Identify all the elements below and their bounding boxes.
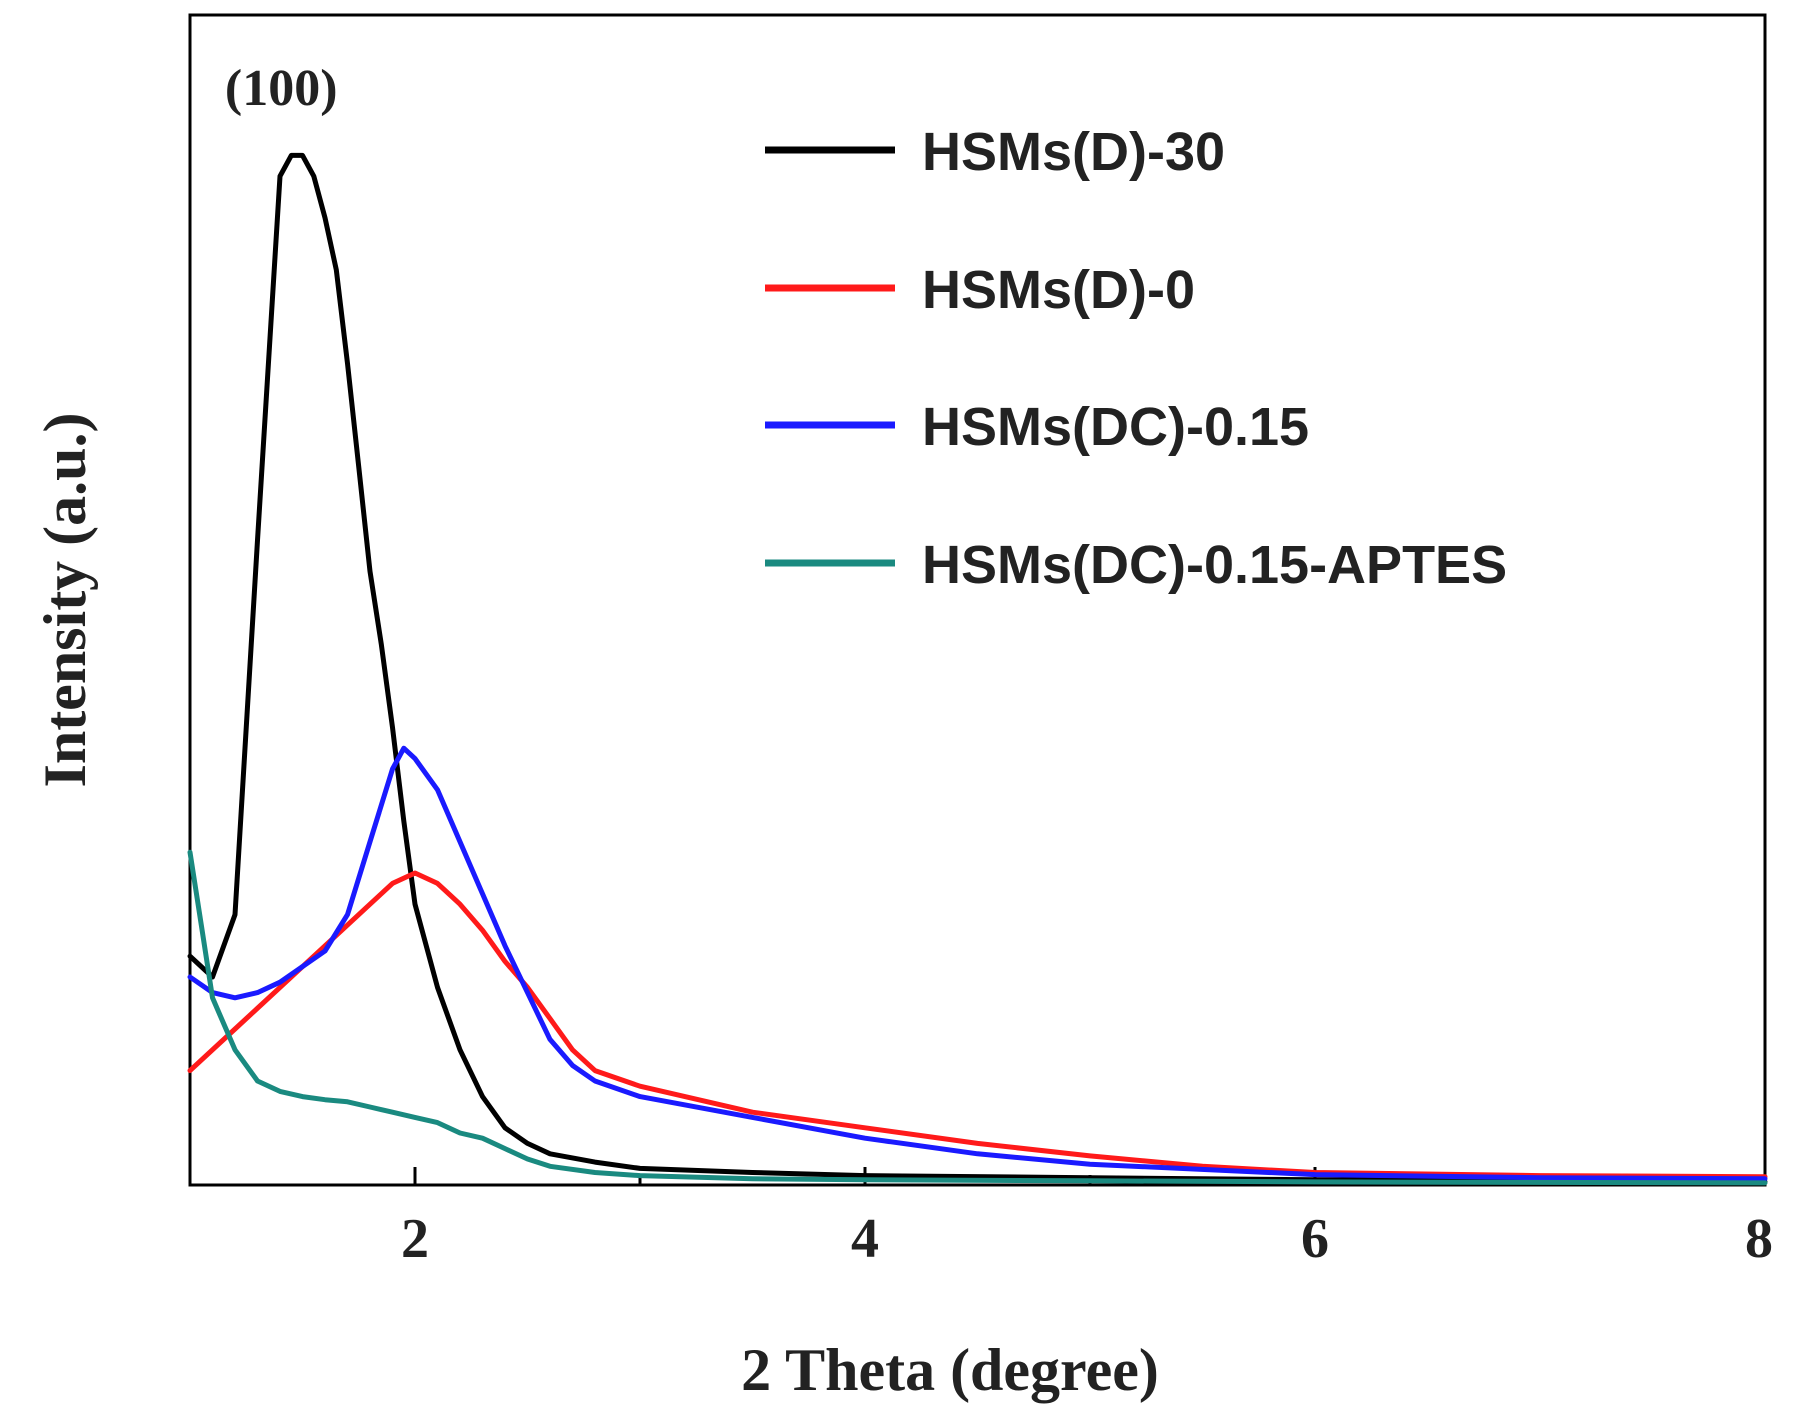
- series-layer: [187, 152, 1768, 1186]
- legend-label-hsms-d-30: HSMs(D)-30: [922, 122, 1225, 182]
- x-tick-label-2: 2: [401, 1208, 429, 1270]
- x-tick-label-6: 6: [1301, 1208, 1329, 1270]
- y-axis-title: Intensity (a.u.): [32, 412, 98, 787]
- series-line-hsms-dc-0-15-aptes: [187, 849, 1768, 1186]
- legend-label-hsms-dc-015: HSMs(DC)-0.15: [922, 397, 1309, 457]
- legend-label-hsms-dc-015-aptes: HSMs(DC)-0.15-APTES: [922, 535, 1507, 595]
- series-line-hsms-d-30: [187, 152, 1768, 1185]
- series-line-hsms-dc-0-15: [187, 745, 1768, 1182]
- series-line-hsms-d-0: [187, 870, 1768, 1180]
- x-tick-label-4: 4: [851, 1208, 879, 1270]
- x-tick-label-8: 8: [1745, 1208, 1773, 1270]
- legend-label-hsms-d-0: HSMs(D)-0: [922, 260, 1195, 320]
- x-axis-title: 2 Theta (degree): [741, 1337, 1159, 1403]
- peak-annotation-100: (100): [225, 60, 338, 117]
- plot-frame: [188, 13, 1767, 1187]
- legend: HSMs(D)-30 HSMs(D)-0 HSMs(DC)-0.15 HSMs(…: [765, 122, 1507, 595]
